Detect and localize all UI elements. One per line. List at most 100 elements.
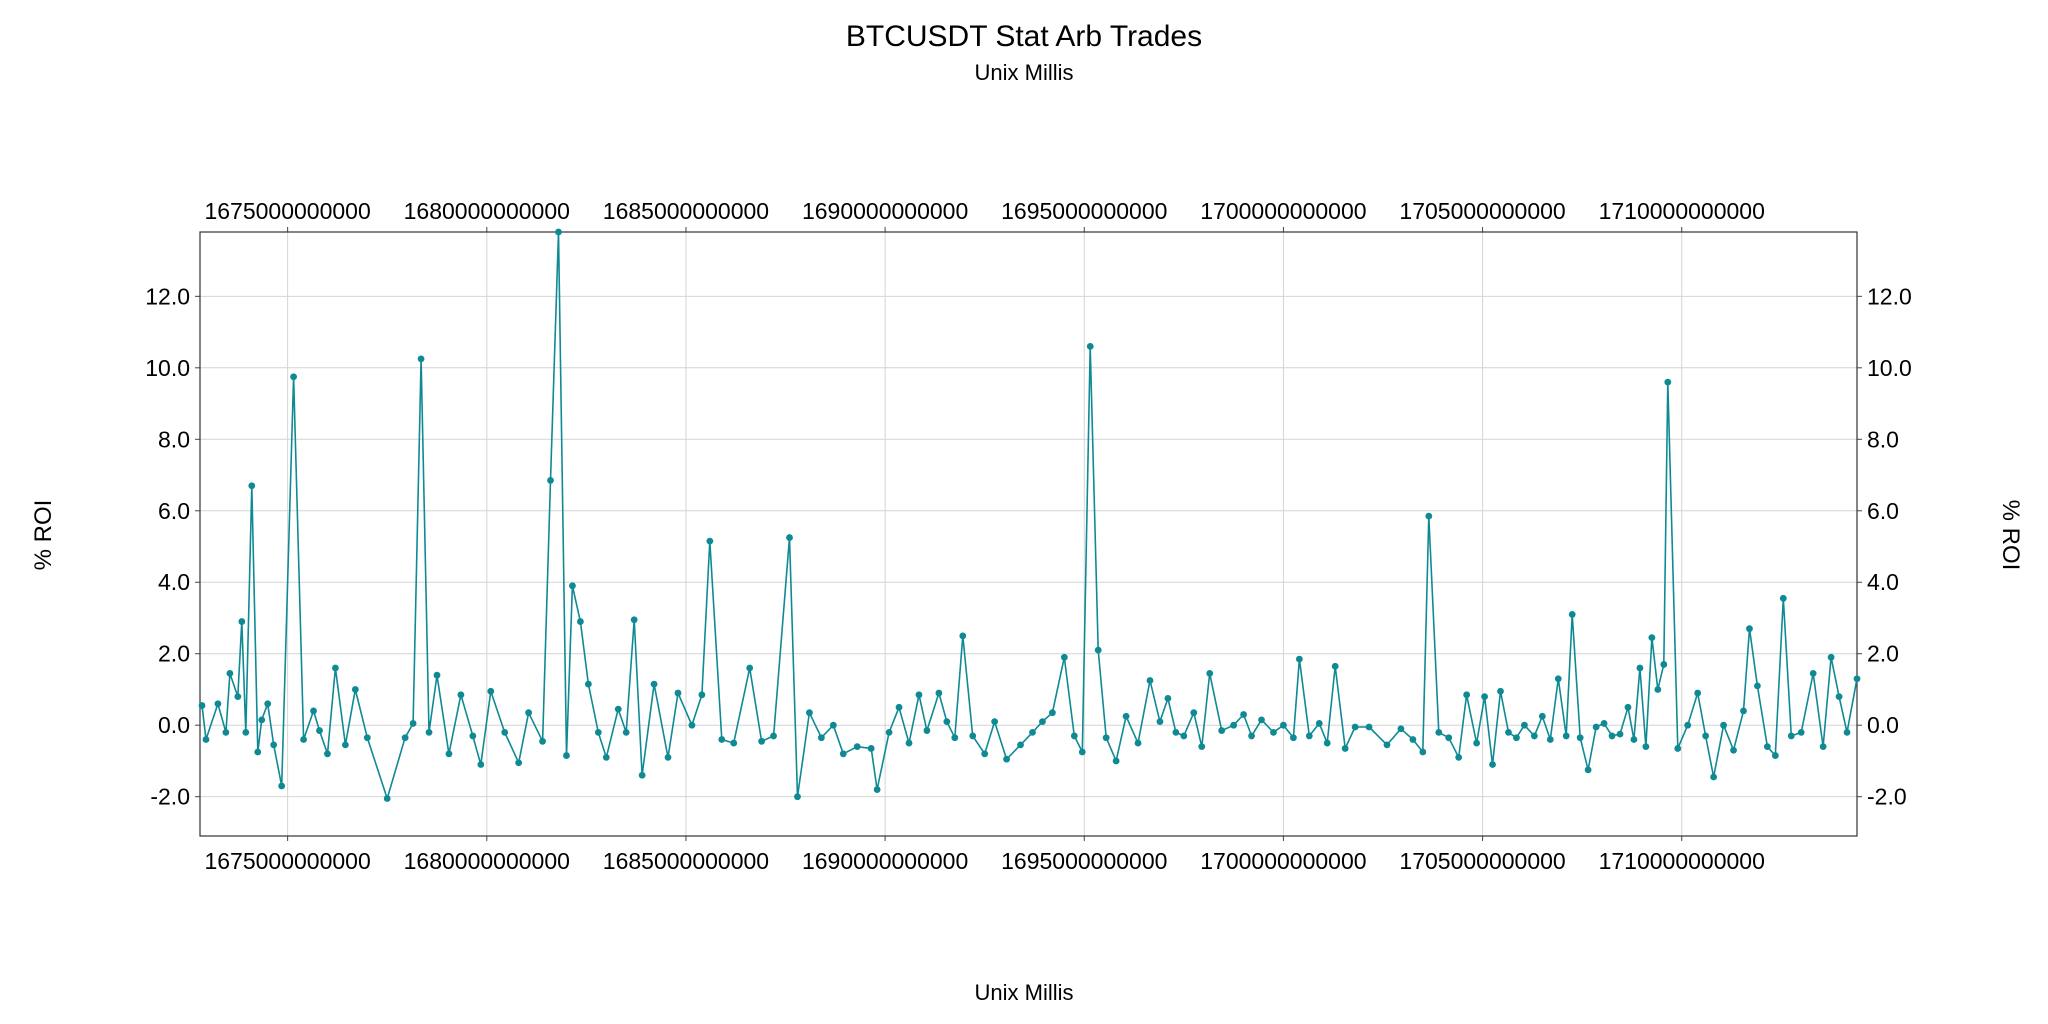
- y-tick-label-left: 8.0: [158, 426, 190, 452]
- data-point: [258, 716, 266, 724]
- data-point: [1584, 766, 1592, 774]
- data-point: [674, 689, 682, 697]
- x-tick-label-bottom: 1695000000000: [1001, 848, 1167, 874]
- data-point: [1664, 378, 1672, 386]
- data-point: [1435, 728, 1443, 736]
- data-point: [806, 709, 813, 717]
- data-point: [698, 691, 706, 699]
- data-point: [1270, 728, 1277, 736]
- data-point: [594, 728, 602, 736]
- x-tick-label-top: 1710000000000: [1599, 198, 1765, 224]
- chart-title: BTCUSDT Stat Arb Trades: [845, 20, 1203, 53]
- data-point: [242, 728, 250, 736]
- y-tick-label-left: 4.0: [158, 569, 190, 595]
- data-point: [300, 736, 307, 743]
- plot-frame: [199, 231, 1858, 837]
- data-point: [341, 741, 349, 749]
- data-point: [1787, 732, 1795, 740]
- data-point: [1078, 748, 1086, 756]
- data-point: [1331, 662, 1339, 670]
- data-point: [1455, 753, 1463, 761]
- data-point: [539, 737, 546, 745]
- data-point: [638, 771, 646, 779]
- data-point: [525, 709, 533, 717]
- data-point: [1481, 693, 1488, 701]
- x-tick-label-top: 1685000000000: [603, 198, 769, 224]
- data-point: [584, 680, 592, 688]
- data-point: [959, 632, 967, 640]
- x-tick-label-bottom: 1680000000000: [404, 848, 570, 874]
- data-point: [1740, 707, 1747, 715]
- series-0: [198, 228, 1861, 802]
- x-tick-label-bottom: 1690000000000: [802, 848, 968, 874]
- data-point: [1409, 736, 1417, 743]
- data-point: [1592, 723, 1600, 731]
- data-point: [1122, 712, 1130, 720]
- data-point: [401, 734, 409, 742]
- data-point: [515, 759, 523, 767]
- data-point: [943, 718, 951, 726]
- data-point: [758, 737, 766, 745]
- data-point: [555, 228, 562, 236]
- data-point: [270, 741, 278, 749]
- data-point: [1086, 342, 1094, 350]
- y-tick-label-left: 12.0: [145, 283, 190, 309]
- x-tick-label-bottom: 1675000000000: [204, 848, 370, 874]
- data-point: [650, 680, 658, 688]
- data-point: [905, 739, 913, 747]
- y-tick-label-right: 10.0: [1867, 355, 1912, 381]
- y-tick-label-right: 4.0: [1867, 569, 1899, 595]
- y-tick-label-right: 8.0: [1867, 426, 1899, 452]
- data-point: [1853, 675, 1861, 683]
- data-point: [853, 743, 861, 751]
- data-point: [1248, 732, 1255, 740]
- data-point: [1190, 709, 1198, 717]
- data-point: [923, 727, 931, 734]
- data-point: [969, 732, 977, 740]
- data-point: [1003, 755, 1010, 763]
- data-point: [1112, 757, 1120, 765]
- data-point: [1383, 741, 1391, 749]
- y-tick-label-left: 0.0: [158, 712, 190, 738]
- data-point: [1843, 728, 1851, 736]
- x-tick-label-top: 1695000000000: [1001, 198, 1167, 224]
- data-point: [1351, 723, 1359, 731]
- data-point: [1060, 653, 1068, 661]
- data-point: [222, 728, 230, 736]
- data-point: [1546, 736, 1554, 743]
- data-point: [1156, 718, 1164, 726]
- data-point: [324, 750, 331, 758]
- data-point: [1576, 734, 1584, 742]
- x-tick-label-bottom: 1705000000000: [1399, 848, 1565, 874]
- data-point: [234, 693, 242, 701]
- data-point: [1315, 720, 1323, 727]
- data-point: [351, 686, 359, 693]
- data-point: [602, 753, 610, 761]
- data-point: [1323, 739, 1331, 747]
- y-tick-label-right: 0.0: [1867, 712, 1899, 738]
- data-point: [1819, 743, 1827, 751]
- data-point: [1463, 691, 1471, 699]
- data-point: [425, 728, 433, 736]
- data-point: [1172, 728, 1180, 736]
- data-point: [839, 750, 847, 758]
- data-point: [1039, 718, 1046, 726]
- data-point: [563, 752, 570, 759]
- data-point: [1648, 634, 1656, 642]
- data-point: [569, 582, 576, 590]
- data-point: [1048, 709, 1056, 717]
- data-point: [1198, 743, 1206, 751]
- y-tick-label-left: 10.0: [145, 355, 190, 381]
- data-point: [664, 753, 672, 761]
- data-point: [1779, 594, 1787, 602]
- data-point: [770, 732, 777, 740]
- data-point: [278, 782, 286, 790]
- data-point: [238, 618, 246, 625]
- y-tick-label-right: 6.0: [1867, 498, 1899, 524]
- data-point: [198, 702, 206, 709]
- data-point: [622, 728, 630, 736]
- data-point: [310, 707, 317, 715]
- data-point: [630, 616, 638, 624]
- data-point: [895, 703, 903, 711]
